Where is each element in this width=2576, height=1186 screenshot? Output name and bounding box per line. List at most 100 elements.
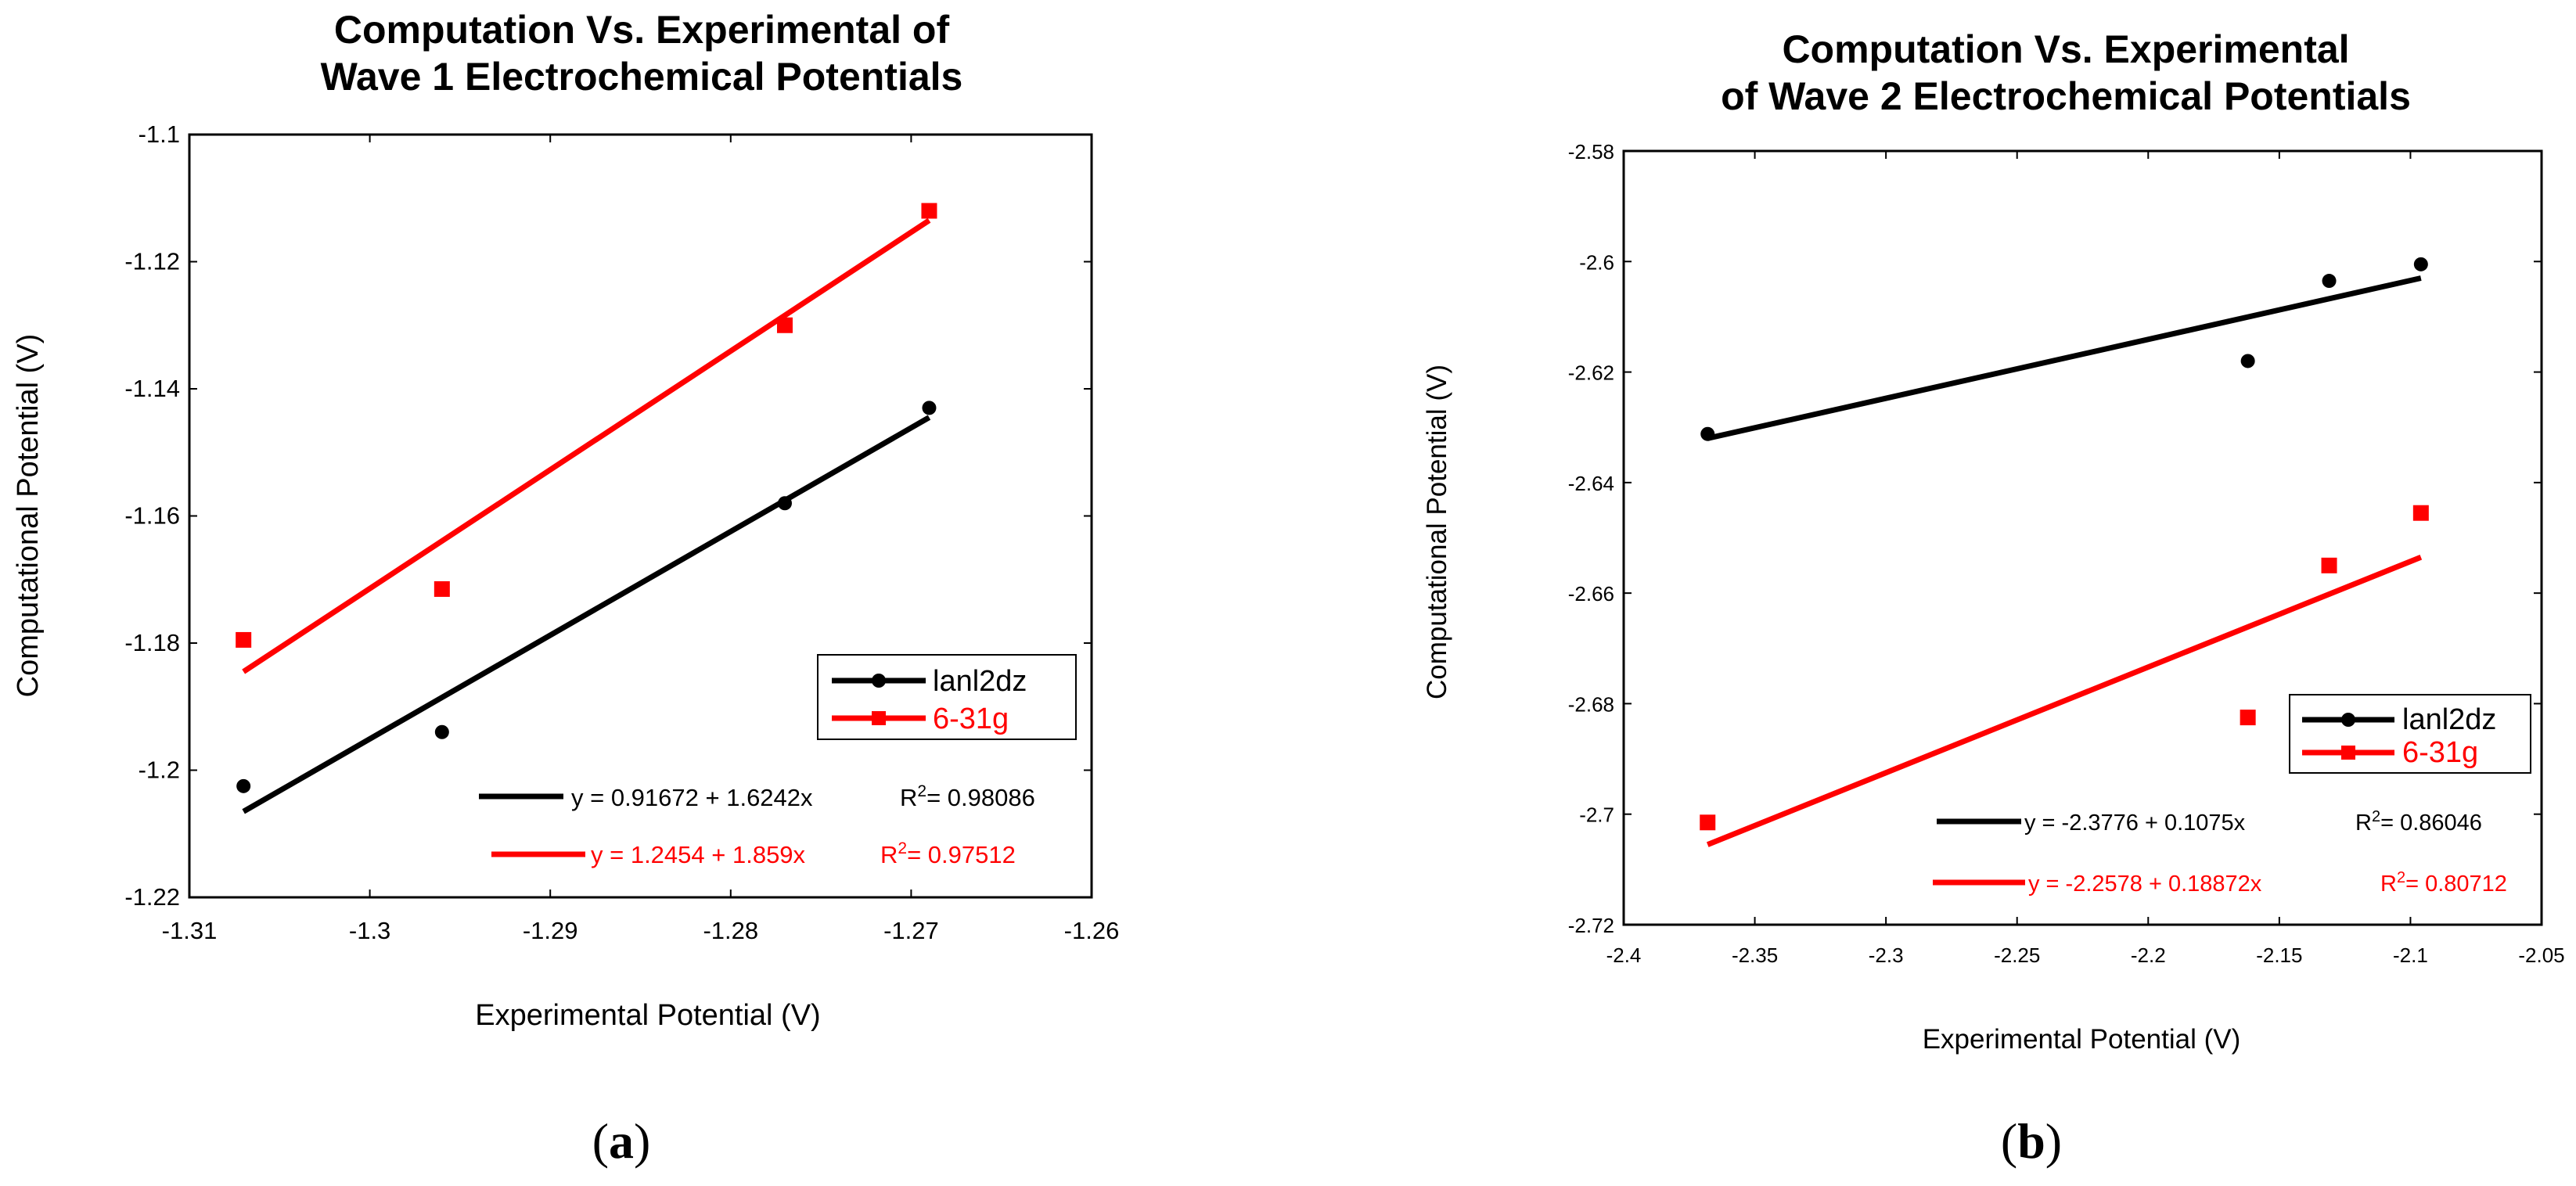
chart-title-line-2: Wave 1 Electrochemical Potentials <box>321 55 963 99</box>
fit-equation-lanl2dz: y = 0.91672 + 1.6242x R2= 0.98086 <box>479 782 1035 811</box>
plot-frame <box>1622 149 2543 926</box>
fit-lines <box>242 217 931 814</box>
x-tick-label: -1.28 <box>703 917 758 944</box>
x-tick-label: -1.29 <box>523 917 578 944</box>
legend-label-6-31g: 6-31g <box>2402 736 2478 769</box>
y-tick-label: -1.16 <box>124 502 180 530</box>
chart-wave-1: Computation Vs. Experimental of Wave 1 E… <box>12 8 1119 1169</box>
x-axis-label: Experimental Potential (V) <box>475 999 820 1032</box>
r2-prefix: R <box>880 841 898 868</box>
y-axis: -2.58 -2.6 -2.62 -2.64 -2.66 -2.68 -2.7 -2.72 <box>1568 140 2542 937</box>
fit-line-6-31g <box>242 217 931 674</box>
data-point-lanl2dz <box>922 401 937 415</box>
r2-value: = 0.80712 <box>2405 872 2507 897</box>
r2-superscript: 2 <box>917 782 926 800</box>
legend-box <box>2289 694 2531 774</box>
y-tick-label: -2.62 <box>1568 361 1614 385</box>
y-tick-label: -1.12 <box>124 248 180 275</box>
legend-box <box>817 654 1077 740</box>
data-point-lanl2dz <box>2322 274 2337 289</box>
data-point-lanl2dz <box>236 778 251 793</box>
legend-marker-circle-icon <box>2341 713 2355 727</box>
y-tick-label: -2.58 <box>1568 140 1614 164</box>
caption-a: (a) <box>592 1113 651 1169</box>
fit-text-lanl2dz: y = 0.91672 + 1.6242x <box>571 784 813 811</box>
y-tick-label: -2.64 <box>1568 472 1614 495</box>
data-point-6-31g <box>2240 710 2256 726</box>
r2-value: = 0.97512 <box>907 841 1016 868</box>
data-point-6-31g <box>1700 814 1716 831</box>
r2-prefix: R <box>900 784 917 811</box>
legend-label-6-31g: 6-31g <box>933 703 1009 735</box>
chart-wave-2: Computation Vs. Experimental of Wave 2 E… <box>1422 27 2565 1169</box>
fit-equation-6-31g: y = -2.2578 + 0.18872x R2= 0.80712 <box>1933 869 2507 897</box>
legend-entry-lanl2dz: lanl2dz <box>2302 703 2496 736</box>
data-point-lanl2dz <box>777 496 792 511</box>
fit-text-6-31g: y = -2.2578 + 0.18872x <box>2028 872 2262 897</box>
data-point-lanl2dz <box>2240 354 2255 368</box>
x-tick-label: -2.25 <box>1994 943 2040 967</box>
y-tick-label: -1.14 <box>124 375 180 402</box>
data-points <box>236 203 937 793</box>
fit-equation-lanl2dz: y = -2.3776 + 0.1075x R2= 0.86046 <box>1937 808 2482 836</box>
legend-entry-6-31g: 6-31g <box>2302 736 2478 769</box>
r2-6-31g: R2= 0.80712 <box>2380 869 2507 897</box>
caption-letter: b <box>2017 1113 2045 1169</box>
data-point-6-31g <box>2321 557 2337 573</box>
x-axis-label: Experimental Potential (V) <box>1923 1024 2241 1055</box>
caption-b: (b) <box>2001 1113 2062 1169</box>
x-tick-label: -1.3 <box>349 917 390 944</box>
legend-marker-square-icon <box>2341 746 2355 760</box>
plot-frame <box>188 133 1093 899</box>
fit-equation-6-31g: y = 1.2454 + 1.859x R2= 0.97512 <box>491 839 1016 868</box>
chart-title-line-1: Computation Vs. Experimental <box>1782 27 2349 71</box>
y-axis: -1.1 -1.12 -1.14 -1.16 -1.18 -1.2 -1.22 <box>124 120 1092 911</box>
chart-title-line-1: Computation Vs. Experimental of <box>334 8 950 52</box>
legend-label-lanl2dz: lanl2dz <box>2402 703 2496 736</box>
r2-superscript: 2 <box>898 839 907 857</box>
x-tick-label: -1.26 <box>1064 917 1120 944</box>
data-point-lanl2dz <box>434 724 449 739</box>
x-tick-label: -2.3 <box>1869 943 1904 967</box>
chart-title-line-2: of Wave 2 Electrochemical Potentials <box>1721 74 2411 118</box>
x-axis: -2.4 -2.35 -2.3 -2.25 -2.2 -2.15 -2.1 -2.05 <box>1606 151 2565 967</box>
y-tick-label: -1.22 <box>124 883 180 911</box>
x-tick-label: -2.05 <box>2518 943 2564 967</box>
data-point-lanl2dz <box>1700 426 1715 441</box>
x-axis: -1.31 -1.3 -1.29 -1.28 -1.27 -1.26 <box>162 135 1120 944</box>
x-tick-label: -2.1 <box>2393 943 2428 967</box>
r2-6-31g: R2= 0.97512 <box>880 839 1016 868</box>
legend-marker-circle-icon <box>872 674 886 688</box>
r2-lanl2dz: R2= 0.86046 <box>2355 808 2482 836</box>
caption-letter: a <box>609 1113 634 1169</box>
r2-value: = 0.86046 <box>2380 810 2482 836</box>
x-tick-label: -1.31 <box>162 917 218 944</box>
data-points <box>1700 257 2429 831</box>
legend-entry-6-31g: 6-31g <box>832 703 1009 735</box>
y-tick-label: -2.6 <box>1579 250 1614 274</box>
data-point-6-31g <box>921 203 937 219</box>
fit-text-6-31g: y = 1.2454 + 1.859x <box>591 841 806 868</box>
x-tick-label: -1.27 <box>883 917 939 944</box>
x-tick-label: -2.4 <box>1606 943 1642 967</box>
r2-value: = 0.98086 <box>926 784 1035 811</box>
y-tick-label: -2.7 <box>1579 803 1614 827</box>
fit-line-lanl2dz <box>1707 275 2422 441</box>
x-tick-label: -2.2 <box>2131 943 2166 967</box>
y-tick-label: -1.1 <box>139 120 180 148</box>
r2-prefix: R <box>2355 810 2372 836</box>
y-tick-label: -2.68 <box>1568 692 1614 716</box>
legend-label-lanl2dz: lanl2dz <box>933 665 1027 698</box>
data-point-6-31g <box>776 317 793 333</box>
r2-superscript: 2 <box>2397 869 2405 886</box>
fit-line-6-31g <box>1706 554 2423 847</box>
data-point-lanl2dz <box>2413 257 2428 271</box>
data-point-6-31g <box>236 631 252 648</box>
x-tick-label: -2.35 <box>1732 943 1778 967</box>
y-tick-label: -1.2 <box>139 757 180 784</box>
fit-line-lanl2dz <box>242 415 931 814</box>
data-point-6-31g <box>2412 505 2429 521</box>
legend-marker-square-icon <box>872 711 886 725</box>
r2-prefix: R <box>2380 872 2397 897</box>
